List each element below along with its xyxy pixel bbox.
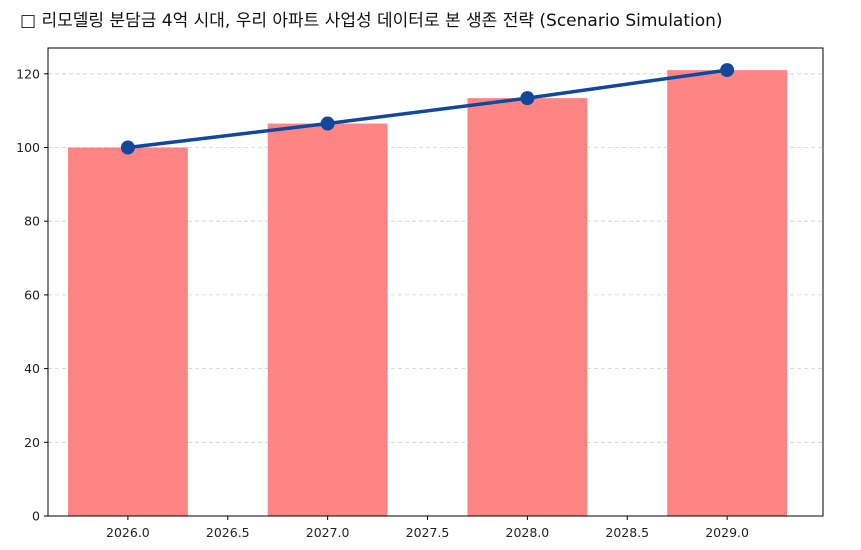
y-tick-label: 120 bbox=[16, 66, 40, 81]
x-axis: 2026.0 2026.5 2027.0 2027.5 2028.0 2028.5 2029… bbox=[106, 516, 749, 540]
y-tick-label: 20 bbox=[24, 435, 40, 450]
x-tick-label: 2027.5 bbox=[406, 525, 450, 540]
x-tick-label: 2026.5 bbox=[206, 525, 250, 540]
series-line bbox=[127, 68, 728, 150]
bar bbox=[467, 98, 588, 516]
x-tick-label: 2028.5 bbox=[605, 525, 649, 540]
chart-title: □ 리모델링 분담금 4억 시대, 우리 아파트 사업성 데이터로 본 생존 전… bbox=[20, 11, 723, 31]
bar bbox=[267, 123, 388, 516]
line-point bbox=[720, 63, 735, 78]
y-tick-label: 100 bbox=[16, 140, 40, 155]
bar-layer bbox=[67, 70, 788, 517]
bar bbox=[67, 147, 188, 516]
line-point bbox=[320, 116, 335, 131]
bar bbox=[667, 70, 788, 517]
line-point bbox=[120, 140, 135, 155]
y-tick-label: 40 bbox=[24, 361, 40, 376]
y-axis: 0 20 40 60 80 100 120 bbox=[16, 66, 48, 524]
y-tick-label: 80 bbox=[24, 214, 40, 229]
x-tick-label: 2027.0 bbox=[306, 525, 350, 540]
x-tick-label: 2028.0 bbox=[506, 525, 550, 540]
line-layer bbox=[120, 63, 735, 155]
plot-frame bbox=[47, 47, 824, 517]
x-tick-label: 2029.0 bbox=[705, 525, 749, 540]
x-tick-label: 2026.0 bbox=[106, 525, 150, 540]
y-tick-label: 60 bbox=[24, 287, 40, 302]
line-point bbox=[520, 91, 535, 106]
y-tick-label: 0 bbox=[32, 509, 40, 524]
